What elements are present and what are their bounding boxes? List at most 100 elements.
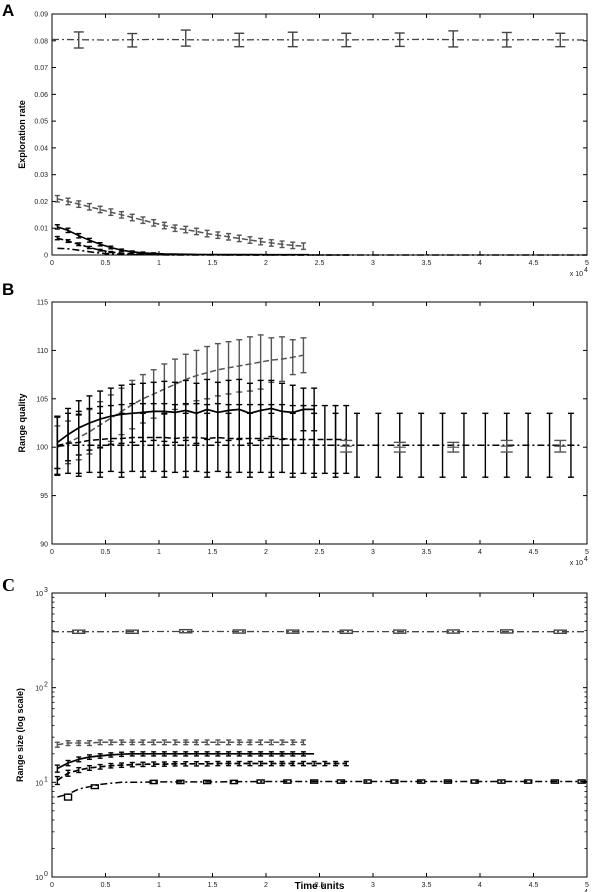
- series-4-errorbar: [225, 412, 232, 478]
- series-5-errorbar: [416, 779, 426, 784]
- errorbar-box: [443, 779, 453, 784]
- series-1-errorbar: [72, 629, 86, 635]
- series-5-errorbar: [309, 779, 319, 784]
- series-4-errorbar: [322, 760, 328, 767]
- series-3-errorbar: [97, 241, 103, 247]
- series-2-errorbar: [226, 232, 232, 241]
- panel-label-b: B: [2, 280, 14, 299]
- x-tick-label: 5: [585, 260, 589, 267]
- y-tick-label: 0.02: [34, 199, 48, 206]
- errorbar-box: [416, 779, 426, 784]
- series-2: [54, 739, 306, 748]
- series-3-errorbar: [321, 404, 328, 475]
- series-5: [57, 779, 587, 801]
- y-tick-label: 95: [40, 493, 48, 500]
- errorbar-box: [336, 779, 346, 784]
- series-4-errorbar: [76, 242, 82, 247]
- series-3-errorbar: [76, 756, 82, 763]
- errorbar-box: [149, 779, 158, 785]
- series-4-errorbar: [439, 412, 446, 478]
- series-5-errorbar: [497, 779, 506, 784]
- series-2-errorbar: [268, 739, 274, 746]
- series-2-errorbar: [236, 739, 242, 746]
- series-3-errorbar: [236, 751, 242, 757]
- series-2-errorbar: [119, 210, 125, 219]
- y-tick-exponent: 2: [44, 682, 48, 689]
- series-2-errorbar: [258, 237, 264, 246]
- y-tick-label: 0.01: [34, 226, 48, 233]
- series-2-errorbar: [161, 221, 167, 230]
- x-tick-label: 3: [371, 882, 375, 889]
- errorbar-box: [497, 779, 506, 784]
- series-3-errorbar: [76, 232, 82, 239]
- series-2-errorbar: [86, 202, 92, 211]
- series-2-errorbar: [247, 739, 253, 746]
- y-tick-label: 0.05: [34, 119, 48, 126]
- x-tick-label: 3.5: [422, 260, 432, 267]
- series-2-line: [57, 741, 304, 746]
- series-4-line: [56, 762, 347, 782]
- series-1-errorbar: [180, 29, 191, 47]
- x-tick-label: 3: [371, 260, 375, 267]
- series-3-errorbar: [129, 402, 136, 473]
- series-3-errorbar: [65, 227, 71, 234]
- x-tick-label: 0.5: [101, 549, 111, 556]
- series-1-errorbar: [553, 629, 567, 635]
- errorbar-box: [176, 779, 185, 785]
- x-tick-label: 1: [157, 549, 161, 556]
- series-2-errorbar: [97, 205, 103, 214]
- x-tick-label: 4.5: [529, 882, 539, 889]
- series-4-line: [57, 237, 352, 256]
- series-3-errorbar: [214, 402, 221, 473]
- y-axis-label: Range size (log scale): [15, 688, 25, 782]
- series-4-errorbar: [300, 760, 306, 767]
- series-3-errorbar: [300, 404, 307, 475]
- y-tick-label: 0.08: [34, 38, 48, 45]
- series-3-errorbar: [236, 403, 243, 474]
- errorbar-box: [286, 629, 300, 634]
- series-4-errorbar: [108, 250, 114, 254]
- series-5-errorbar: [256, 779, 265, 784]
- series-2-line: [57, 198, 304, 247]
- series-2-errorbar: [54, 194, 60, 203]
- series-4-errorbar: [353, 412, 360, 478]
- series-2-errorbar: [279, 739, 285, 746]
- x-tick-label: 2.5: [315, 260, 325, 267]
- series-4-errorbar: [236, 760, 242, 767]
- series-2-errorbar: [151, 739, 157, 746]
- series-2-errorbar: [140, 216, 146, 225]
- series-2-errorbar: [204, 229, 210, 238]
- series-4-errorbar: [97, 248, 103, 252]
- series-2-errorbar: [279, 240, 285, 249]
- series-5-errorbar: [340, 439, 353, 453]
- panel-b-chart: 0 0.5 1 1.5 2 2.5 3 3.5 4 4.5 5 90 95 100 105 110 115 Ran…: [17, 300, 589, 568]
- series-4-errorbar: [54, 416, 61, 476]
- series-1-errorbar: [500, 629, 514, 634]
- series-1-errorbar: [232, 629, 246, 634]
- series-4-errorbar: [289, 412, 296, 478]
- series-1-errorbar: [179, 628, 193, 634]
- x-multiplier: x 10: [570, 271, 583, 278]
- series-5: [340, 439, 567, 453]
- series-3-errorbar: [279, 751, 285, 757]
- series-4-errorbar: [333, 760, 339, 767]
- series-5-errorbar: [577, 779, 586, 784]
- series-4: [54, 235, 352, 256]
- y-tick-exponent: 3: [44, 587, 48, 594]
- series-2-errorbar: [129, 739, 135, 746]
- x-tick-label: 2: [264, 882, 268, 889]
- errorbar-box: [90, 784, 100, 790]
- series-2-errorbar: [215, 231, 221, 240]
- series-2-errorbar: [54, 741, 60, 748]
- series-3-line: [57, 436, 347, 447]
- series-4-errorbar: [546, 412, 553, 478]
- series-5-errorbar: [363, 779, 372, 784]
- series-3-errorbar: [140, 751, 146, 757]
- series-2-errorbar: [247, 236, 253, 244]
- errorbar-box: [390, 779, 399, 784]
- errorbar-box: [550, 779, 560, 784]
- series-5-errorbar: [554, 439, 567, 453]
- x-tick-label: 3: [371, 549, 375, 556]
- series-2-errorbar: [183, 739, 189, 746]
